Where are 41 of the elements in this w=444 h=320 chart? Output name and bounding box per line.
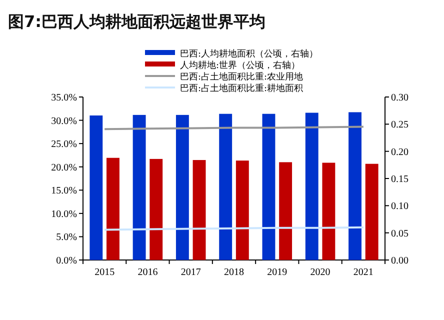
x-tick-label: 2021	[353, 267, 374, 278]
y-tick-label: 35.0%	[51, 92, 77, 104]
bar	[176, 114, 189, 260]
bar	[132, 114, 146, 260]
y-tick-label: 5.0%	[56, 232, 77, 244]
chart-title: 图7:巴西人均耕地面积远超世界平均	[8, 12, 266, 31]
x-tick-label: 2015	[94, 267, 115, 278]
bar	[279, 162, 292, 260]
x-tick-label: 2016	[138, 267, 158, 278]
bar	[348, 112, 362, 260]
x-tick-label: 2020	[310, 267, 330, 278]
x-tick-label: 2019	[267, 267, 288, 278]
bar	[90, 115, 103, 260]
bar	[305, 112, 318, 260]
y-tick-label: 15.0%	[51, 186, 77, 197]
bar	[236, 160, 249, 260]
x-tick-label: 2018	[224, 267, 244, 278]
legend-label: 巴西:占土地面积比重:农业用地	[180, 72, 304, 82]
y2-tick-label: 0.20	[391, 146, 408, 158]
y2-tick-label: 0.10	[391, 201, 408, 212]
x-tick-label: 2017	[180, 267, 201, 278]
y2-tick-label: 0.30	[391, 92, 408, 104]
legend-label: 人均耕地:世界（公顷，右轴）	[180, 60, 300, 71]
y-tick-label: 0.0%	[56, 256, 77, 266]
legend-label: 巴西:占土地面积比重:耕地面积	[180, 83, 304, 94]
y-tick-label: 25.0%	[51, 139, 77, 150]
legend-label: 巴西:人均耕地面积（公顷，右轴）	[180, 48, 318, 60]
y2-tick-label: 0.05	[391, 228, 408, 240]
bar	[106, 158, 120, 260]
y2-tick-label: 0.00	[391, 256, 408, 266]
y2-tick-label: 0.25	[391, 120, 408, 131]
bar	[219, 114, 232, 260]
y-tick-label: 10.0%	[51, 208, 77, 220]
bar	[322, 162, 336, 260]
bar	[365, 164, 378, 260]
bar	[192, 160, 206, 260]
y-tick-label: 20.0%	[51, 162, 77, 174]
bar	[150, 158, 163, 260]
y2-tick-label: 0.15	[391, 174, 408, 185]
bar	[262, 114, 276, 260]
y-tick-label: 30.0%	[51, 116, 77, 127]
